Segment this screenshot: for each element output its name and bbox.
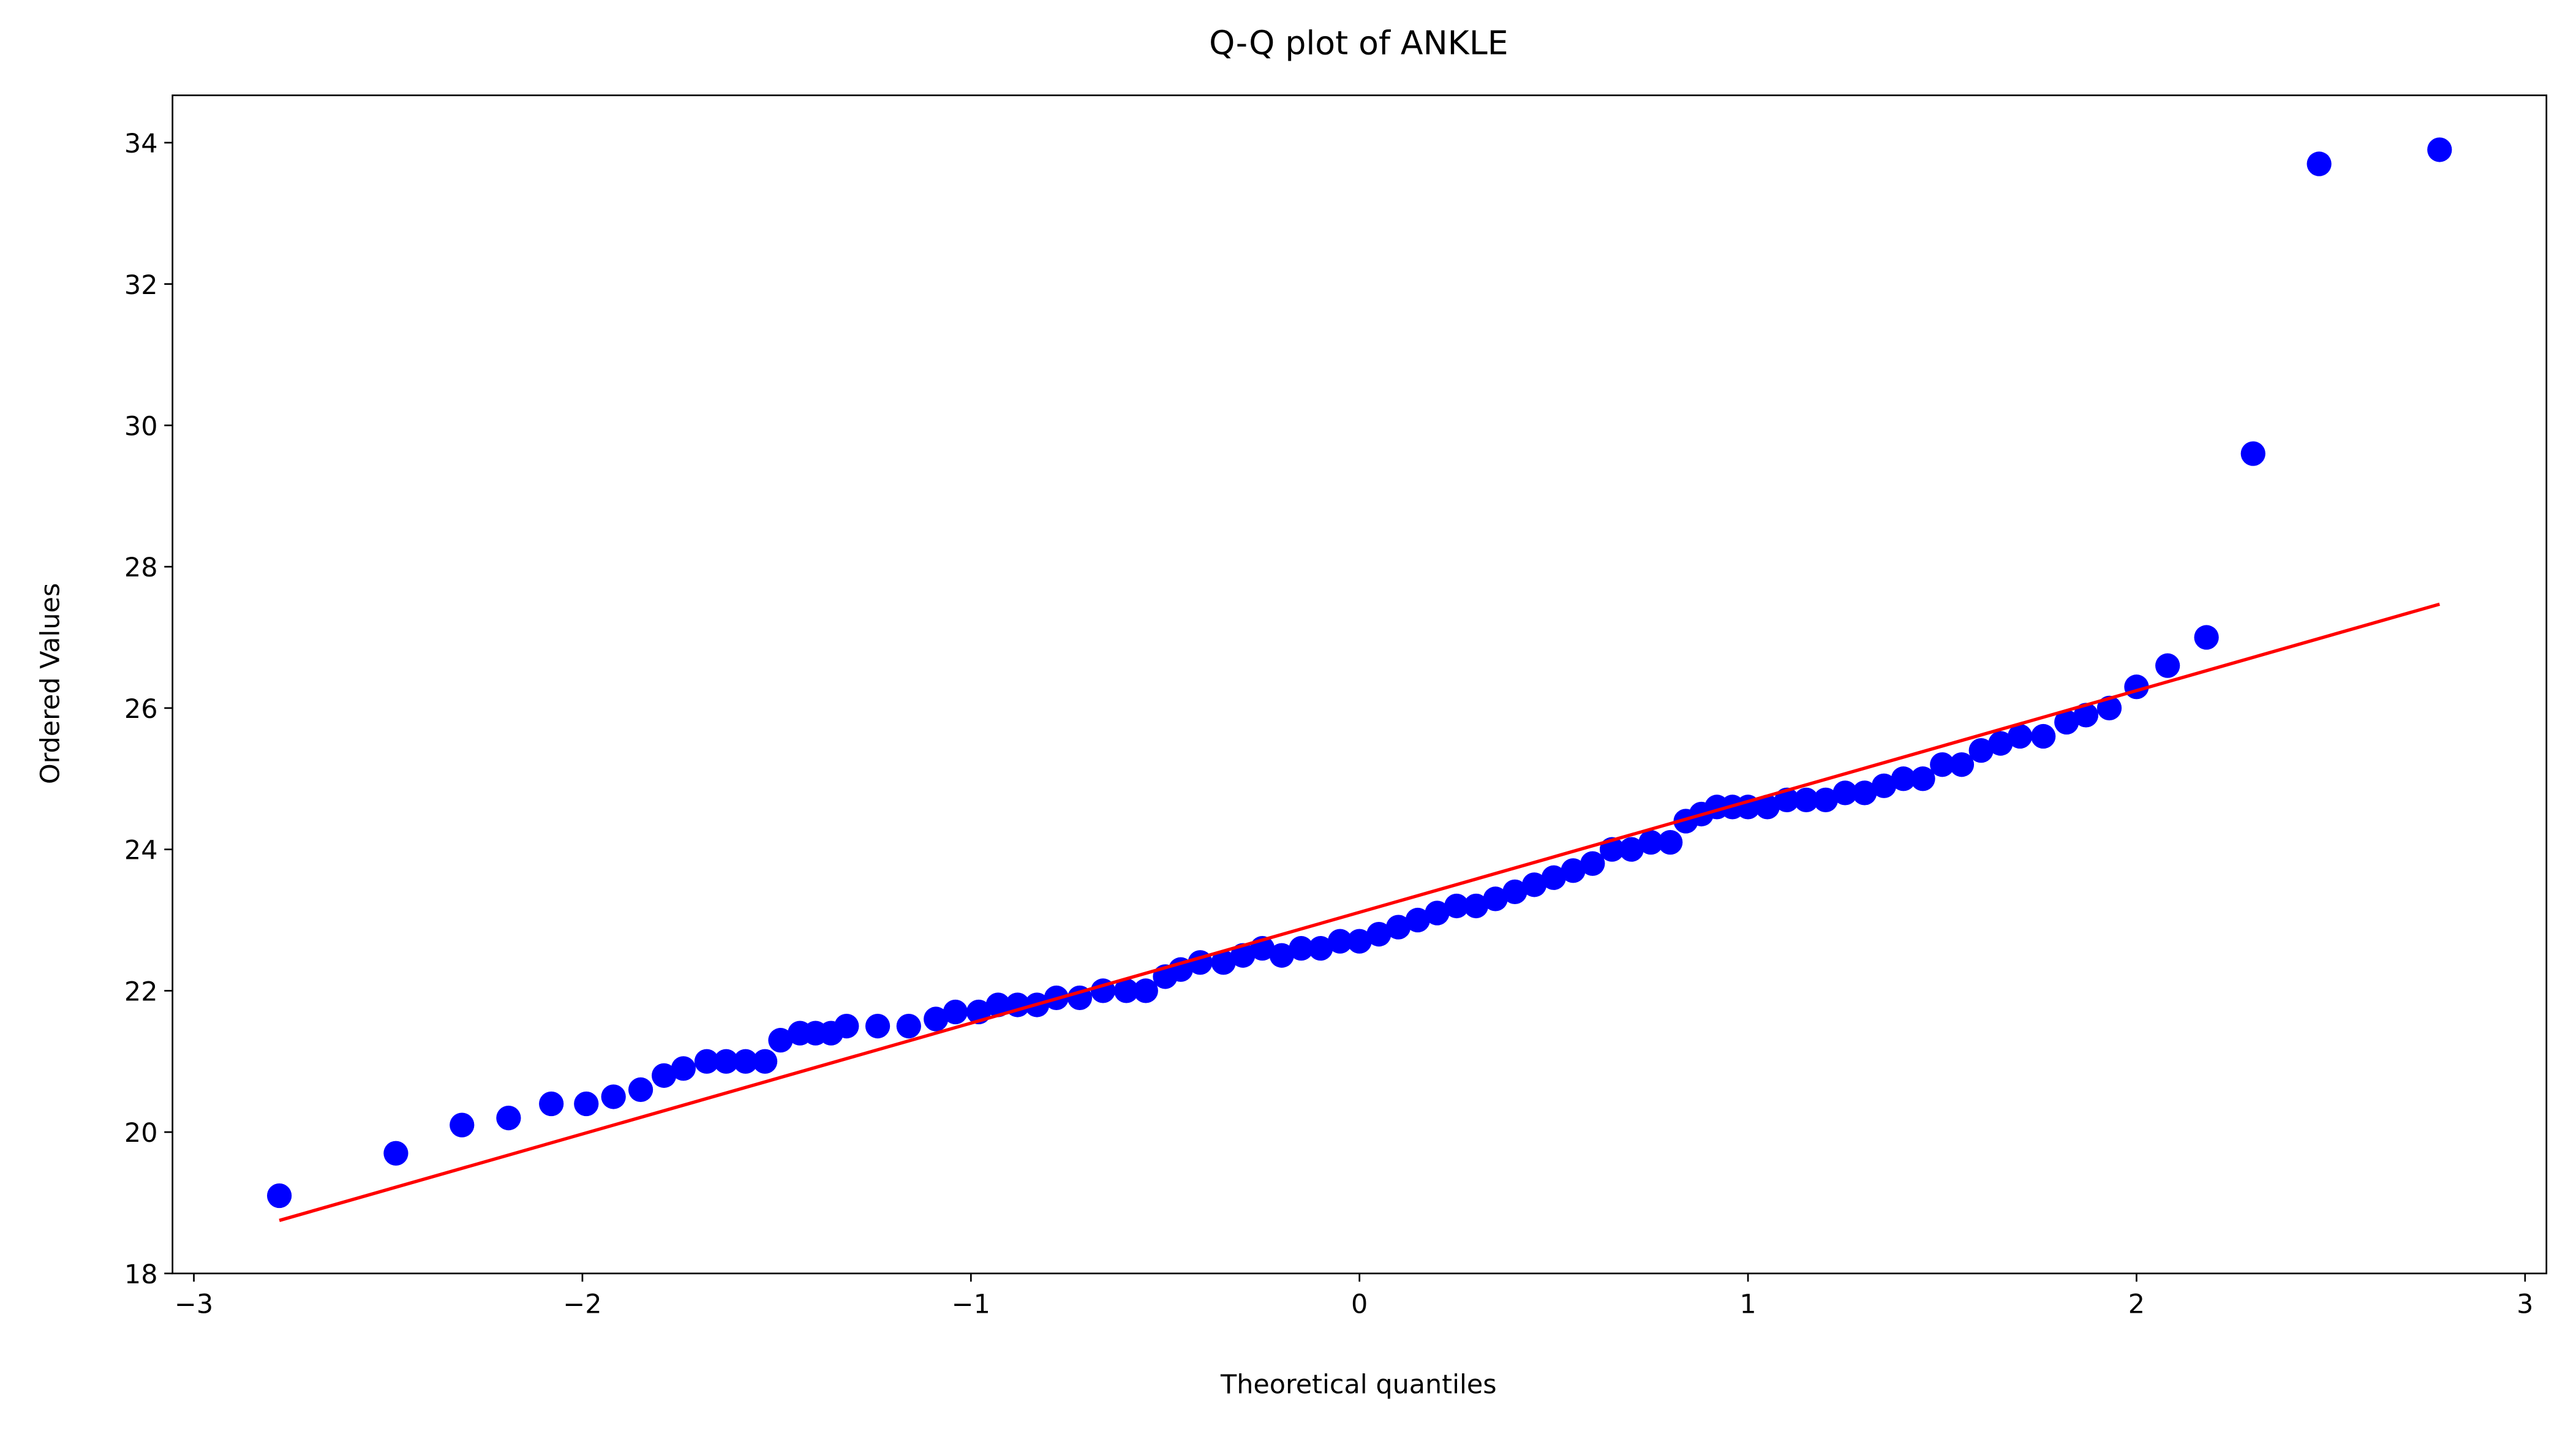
data-point bbox=[694, 1049, 720, 1074]
data-point bbox=[383, 1141, 409, 1166]
data-point bbox=[924, 1006, 949, 1032]
data-point bbox=[1852, 780, 1877, 806]
data-point bbox=[2073, 703, 2099, 728]
data-point bbox=[1347, 929, 1372, 954]
y-tick-label: 26 bbox=[124, 694, 158, 725]
data-point bbox=[1483, 886, 1508, 911]
data-point bbox=[1910, 766, 1935, 791]
data-point bbox=[496, 1105, 521, 1131]
y-tick-label: 32 bbox=[124, 270, 158, 301]
data-point bbox=[1444, 893, 1469, 919]
data-point bbox=[896, 1013, 921, 1039]
x-tick-label: 2 bbox=[2128, 1289, 2145, 1319]
data-point bbox=[1211, 950, 1236, 975]
data-point bbox=[1638, 829, 1663, 855]
fit-line bbox=[279, 602, 2440, 1222]
data-point bbox=[865, 1013, 891, 1039]
chart-title: Q-Q plot of ANKLE bbox=[1209, 24, 1508, 62]
data-point bbox=[768, 1028, 793, 1053]
data-point bbox=[1113, 978, 1139, 1003]
data-point bbox=[2008, 723, 2033, 749]
x-tick-label: −3 bbox=[175, 1289, 213, 1319]
data-point bbox=[1794, 787, 1819, 813]
data-point bbox=[714, 1049, 739, 1074]
data-point bbox=[2307, 151, 2332, 176]
x-tick-label: 3 bbox=[2517, 1289, 2533, 1319]
data-point bbox=[2194, 625, 2219, 650]
y-tick-label: 34 bbox=[124, 129, 158, 159]
data-point bbox=[834, 1013, 859, 1039]
data-point bbox=[2096, 695, 2122, 721]
data-point bbox=[1832, 780, 1858, 806]
data-point bbox=[2155, 653, 2180, 678]
x-tick-label: 1 bbox=[1739, 1289, 1756, 1319]
data-point bbox=[1269, 943, 1294, 968]
data-point bbox=[1289, 936, 1314, 961]
data-point bbox=[1405, 907, 1430, 933]
data-point bbox=[539, 1091, 564, 1117]
data-point bbox=[671, 1056, 696, 1081]
data-point bbox=[1755, 794, 1780, 820]
data-point bbox=[601, 1084, 626, 1109]
x-tick-label: −1 bbox=[952, 1289, 990, 1319]
data-point bbox=[1541, 865, 1566, 890]
y-axis-label: Ordered Values bbox=[36, 583, 66, 784]
data-point bbox=[1463, 893, 1489, 919]
data-point bbox=[1425, 900, 1450, 926]
data-point bbox=[1813, 787, 1839, 813]
data-point bbox=[1502, 879, 1527, 904]
data-point bbox=[985, 992, 1011, 1017]
y-tick-label: 28 bbox=[124, 553, 158, 583]
x-tick-label: 0 bbox=[1351, 1289, 1368, 1319]
data-point bbox=[733, 1049, 758, 1074]
x-axis-label: Theoretical quantiles bbox=[1220, 1370, 1497, 1400]
data-point bbox=[1871, 773, 1897, 798]
data-point bbox=[1949, 752, 1975, 777]
data-point bbox=[943, 999, 968, 1025]
data-point bbox=[1891, 766, 1916, 791]
data-point bbox=[1619, 837, 1644, 862]
data-point bbox=[2054, 709, 2079, 735]
data-point bbox=[1386, 915, 1411, 940]
data-point bbox=[1308, 936, 1333, 961]
y-tick-label: 30 bbox=[124, 412, 158, 442]
data-point bbox=[1988, 731, 2013, 756]
data-point bbox=[628, 1077, 653, 1103]
data-point bbox=[1133, 978, 1158, 1003]
data-point bbox=[652, 1063, 677, 1088]
data-point bbox=[1561, 858, 1586, 883]
y-tick-label: 24 bbox=[124, 836, 158, 866]
data-point bbox=[1658, 829, 1683, 855]
data-point bbox=[1327, 929, 1353, 954]
y-tick-label: 20 bbox=[124, 1118, 158, 1149]
data-point bbox=[2427, 137, 2452, 162]
data-point bbox=[1522, 872, 1547, 897]
plot-frame bbox=[171, 94, 2548, 1275]
y-tick-label: 22 bbox=[124, 976, 158, 1007]
y-tick-label: 18 bbox=[124, 1259, 158, 1290]
data-point bbox=[1230, 943, 1256, 968]
data-point bbox=[1580, 851, 1605, 876]
data-point bbox=[2031, 723, 2056, 749]
data-point bbox=[2240, 441, 2265, 466]
data-point bbox=[266, 1183, 292, 1209]
data-point bbox=[1968, 738, 1994, 763]
x-tick-label: −2 bbox=[563, 1289, 601, 1319]
data-point bbox=[1930, 752, 1955, 777]
data-point bbox=[752, 1049, 778, 1074]
data-point bbox=[574, 1091, 599, 1117]
data-point bbox=[1366, 921, 1392, 947]
data-point bbox=[450, 1112, 475, 1138]
